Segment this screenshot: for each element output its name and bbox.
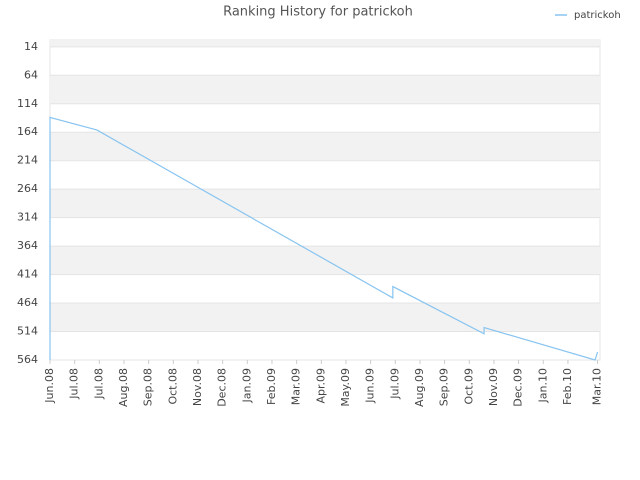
line [49,116,599,361]
grid-band [50,303,600,332]
grid-band [50,189,600,218]
x-tick-label: Mar.10 [591,368,604,405]
x-tick-label: Mar.09 [290,368,303,405]
x-tick-label: Jun.09 [364,368,377,404]
x-tick-label: May.09 [339,368,352,407]
grid-band [50,40,600,47]
y-tick-label: 464 [17,296,38,309]
x-tick-label: Nov.08 [191,368,204,406]
y-tick-label: 64 [24,68,38,81]
x-tick-label: Oct.09 [462,368,475,405]
y-tick-label: 414 [17,268,38,281]
y-tick-label: 214 [17,154,38,167]
grid-band [50,246,600,275]
x-tick-label: Dec.09 [512,368,525,407]
x-tick-label: Jul.08 [92,368,105,400]
x-tick-label: Aug.09 [413,368,426,407]
x-tick-label: Aug.08 [117,368,130,407]
y-tick-label: 164 [17,125,38,138]
y-tick-label: 264 [17,182,38,195]
chart-title: Ranking History for patrickoh [223,5,413,20]
y-tick-label: 314 [17,211,38,224]
legend-label: patrickoh [574,10,621,21]
x-tick-label: Jan.10 [536,368,549,403]
x-tick-label: Oct.08 [166,368,179,405]
x-tick-label: Feb.09 [265,368,278,405]
x-tick-label: Sep.09 [438,368,451,406]
grid-band [50,75,600,104]
y-tick-label: 14 [24,40,38,53]
y-tick-label: 364 [17,239,38,252]
x-tick-label: Jan.09 [240,368,253,403]
x-tick-label: Jun.08 [43,368,56,404]
x-tick-label: Jul.09 [388,368,401,400]
x-tick-label: Feb.10 [561,368,574,405]
x-tick-label: Nov.09 [487,368,500,406]
x-tick-label: Jul.08 [68,368,81,400]
y-tick-label: 514 [17,325,38,338]
x-tick-label: Sep.08 [142,368,155,406]
y-tick-label: 114 [17,97,38,110]
x-tick-label: Apr.09 [314,368,327,404]
y-tick-label: 564 [17,353,38,366]
x-tick-label: Dec.08 [216,368,229,407]
grid-band [50,132,600,161]
